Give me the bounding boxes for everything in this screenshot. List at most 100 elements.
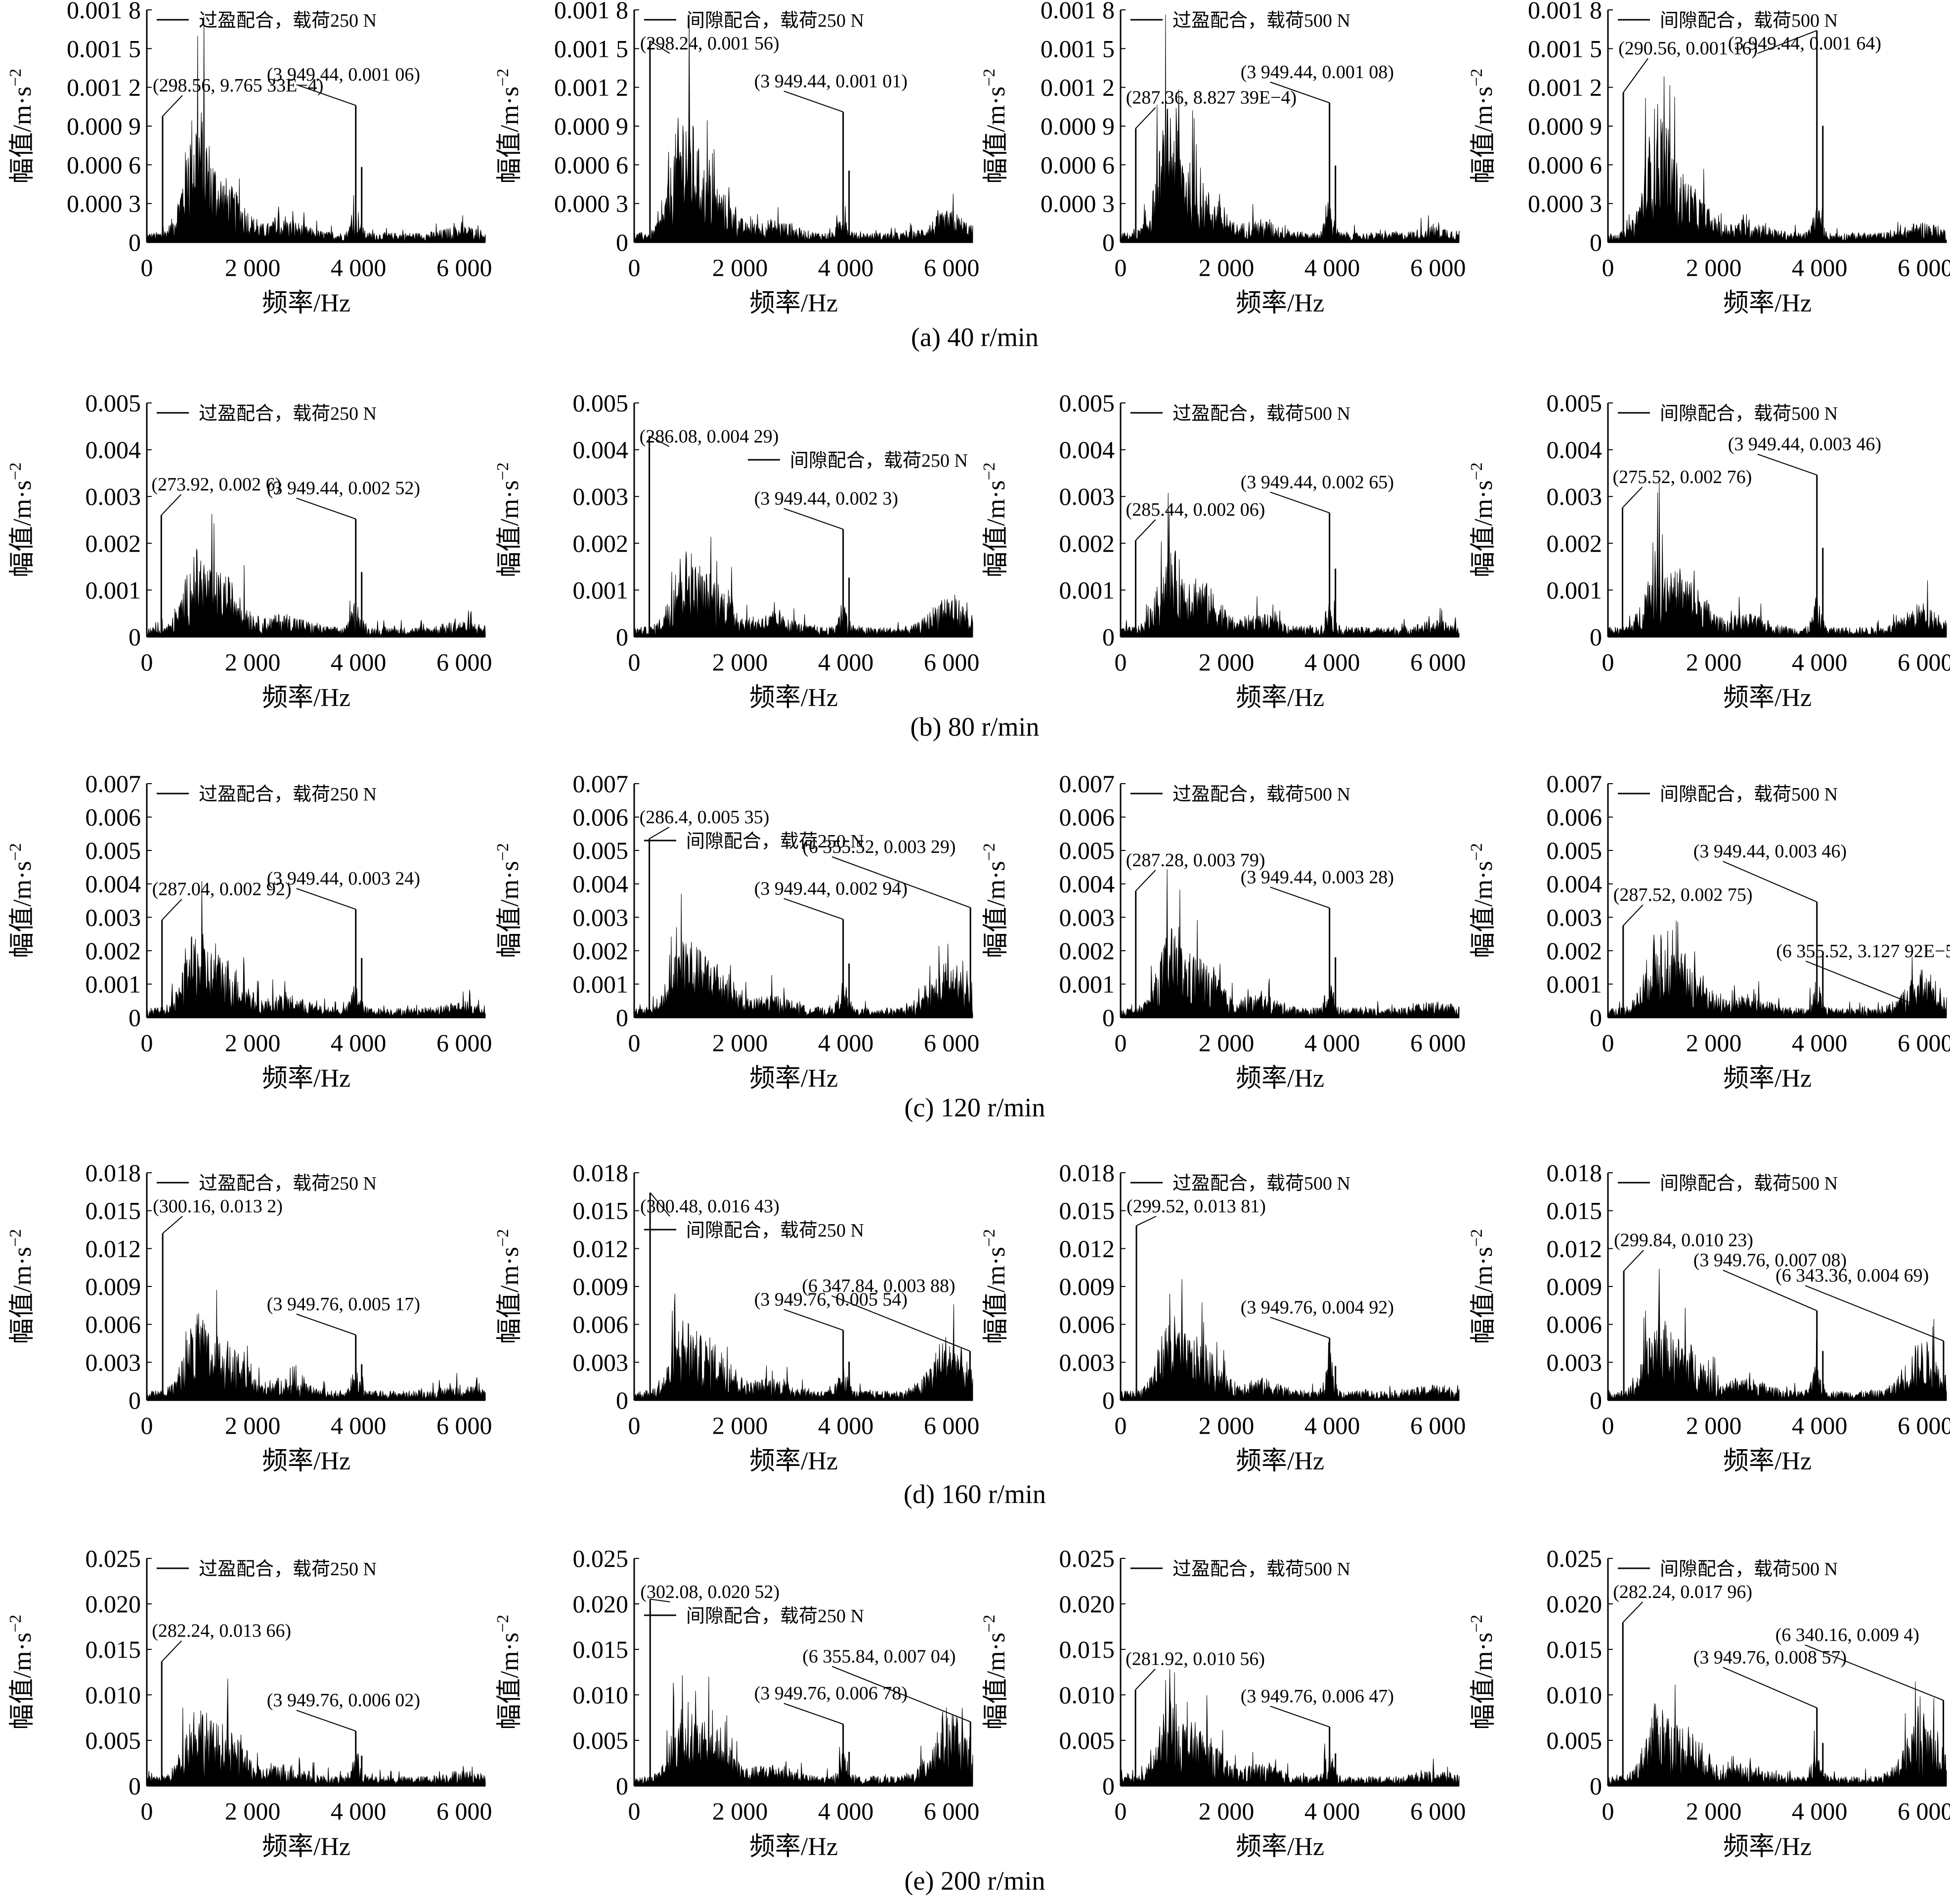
x-tick-label: 6 000 [1410,648,1466,676]
y-tick-label: 0.003 [1059,903,1115,931]
y-tick-label: 0.012 [573,1235,629,1262]
y-axis-label-main: 幅值/m·s [496,480,524,577]
legend-label: 过盈配合，载荷250 N [199,10,377,31]
y-tick-label: 0 [1590,1004,1602,1031]
x-tick-label: 6 000 [436,1797,492,1825]
legend-label: 间隙配合，载荷250 N [686,10,864,31]
y-tick-label: 0.001 2 [554,74,628,101]
x-axis-label: 频率/Hz [749,1447,838,1475]
y-tick-label: 0 [1102,228,1115,256]
y-axis-label-exponent: −2 [6,843,25,861]
y-tick-label: 0.006 [1547,803,1603,831]
x-tick-label: 0 [141,1797,153,1825]
x-axis-label: 频率/Hz [1723,1447,1812,1475]
y-tick-label: 0.001 [573,576,629,604]
y-tick-label: 0.000 6 [67,151,141,178]
y-axis-label: 幅值/m·s−2 [1468,462,1498,577]
y-tick-label: 0.004 [86,436,141,464]
y-tick-label: 0.003 [573,1348,629,1376]
chart-panel-r3-c3: 0 0.003 0.006 0.009 0.012 0.015 0.018 0 2 000 4 0… [1468,1159,1950,1475]
x-tick-label: 6 000 [1410,1029,1466,1057]
peak-annotation: (6 340.16, 0.009 4) [1776,1625,1919,1645]
y-tick-label: 0.015 [1059,1197,1115,1225]
y-tick-label: 0.020 [1059,1590,1115,1618]
x-tick-label: 2 000 [712,1412,768,1439]
y-tick-label: 0.000 3 [1040,190,1115,218]
x-tick-label: 6 000 [436,1412,492,1439]
y-tick-label: 0.012 [1059,1235,1115,1262]
peak-annotation: (3 949.76, 0.008 57) [1693,1647,1847,1668]
peak-annotation: (282.24, 0.017 96) [1613,1582,1752,1602]
y-axis-label-main: 幅值/m·s [1470,87,1498,183]
y-tick-label: 0 [1102,1004,1115,1031]
legend-label: 过盈配合，载荷250 N [199,1559,377,1580]
y-tick-label: 0.015 [86,1636,141,1663]
y-axis-label: 幅值/m·s−2 [1468,1615,1498,1730]
peak-leader-line [831,1666,971,1723]
chart-panel-r0-c0: 0 0.000 3 0.000 6 0.000 9 0.001 2 0.001 5 0.00… [6,0,492,317]
y-axis-label: 幅值/m·s−2 [1468,69,1498,184]
x-tick-label: 2 000 [712,254,768,281]
y-axis-label: 幅值/m·s−2 [980,843,1010,958]
x-tick-label: 4 000 [1304,1797,1360,1825]
x-tick-label: 4 000 [1304,254,1360,281]
peak-leader-line [1270,1706,1330,1727]
x-tick-label: 0 [628,254,641,281]
y-tick-label: 0.025 [1059,1545,1115,1572]
peak-leader-line [1135,107,1156,129]
spectrum-trace [146,1289,486,1401]
y-tick-label: 0.005 [86,837,141,864]
y-tick-label: 0.000 6 [554,151,628,178]
y-tick-label: 0.006 [573,803,629,831]
y-axis-label-main: 幅值/m·s [982,1247,1010,1344]
chart-panel-r1-c0: 0 0.001 0.002 0.003 0.004 0.005 0 2 000 4 000 6 0… [6,389,492,712]
x-tick-label: 6 000 [924,1412,980,1439]
chart-panel-r0-c3: 0 0.000 3 0.000 6 0.000 9 0.001 2 0.001 5 0.00… [1468,0,1950,317]
legend-label: 间隙配合，载荷250 N [686,1606,864,1627]
row-caption: (e) 200 r/min [905,1866,1045,1896]
peak-annotation: (287.04, 0.002 92) [152,879,292,900]
y-tick-label: 0.001 [1059,576,1115,604]
peak-leader-line [1622,1601,1643,1623]
y-tick-label: 0.006 [1059,803,1115,831]
y-tick-label: 0.001 2 [1040,74,1115,101]
x-tick-label: 4 000 [331,1412,387,1439]
x-tick-label: 0 [1602,1029,1614,1057]
peak-leader-line [783,1703,844,1725]
x-tick-label: 4 000 [818,1029,874,1057]
legend-label: 过盈配合，载荷500 N [1172,1559,1350,1580]
peak-annotation: (300.48, 0.016 43) [640,1196,780,1217]
y-tick-label: 0.020 [573,1590,629,1618]
y-tick-label: 0.006 [1059,1311,1115,1338]
spectrum-trace [1607,1269,1947,1401]
y-tick-label: 0.004 [573,436,629,464]
peak-leader-line [831,856,971,908]
y-axis-label-exponent: −2 [494,462,512,480]
y-tick-label: 0.006 [86,1311,141,1338]
peak-leader-line [161,1640,182,1662]
y-tick-label: 0.003 [1547,483,1603,510]
y-tick-label: 0.015 [86,1197,141,1225]
x-tick-label: 0 [1115,1797,1127,1825]
peak-annotation: (273.92, 0.002 6) [151,474,281,495]
chart-panel-r1-c1: 0 0.001 0.002 0.003 0.004 0.005 0 2 000 4 000 6 0… [494,389,979,712]
x-tick-label: 4 000 [331,1797,387,1825]
x-tick-label: 0 [141,1412,153,1439]
peak-leader-line [783,90,844,113]
y-tick-label: 0.005 [1059,837,1115,864]
chart-panel-r4-c3: 0 0.005 0.010 0.015 0.020 0.025 0 2 000 4 000 6 0… [1468,1545,1950,1861]
x-tick-label: 4 000 [818,1797,874,1825]
spectrum-trace [1120,1669,1460,1786]
y-axis-label-exponent: −2 [980,1615,998,1633]
y-axis-label-exponent: −2 [494,843,512,861]
y-axis-label-exponent: −2 [6,1615,25,1633]
y-tick-label: 0.001 5 [1040,35,1115,62]
peak-leader-line [1623,904,1644,926]
x-tick-label: 6 000 [1410,1797,1466,1825]
peak-annotation: (3 949.44, 0.003 28) [1241,867,1394,887]
peak-annotation: (300.16, 0.013 2) [153,1196,283,1217]
legend-label: 间隙配合，载荷500 N [1660,1559,1838,1580]
y-tick-label: 0.001 2 [67,74,141,101]
x-tick-label: 2 000 [1686,254,1742,281]
peak-leader-line [1805,960,1945,1017]
